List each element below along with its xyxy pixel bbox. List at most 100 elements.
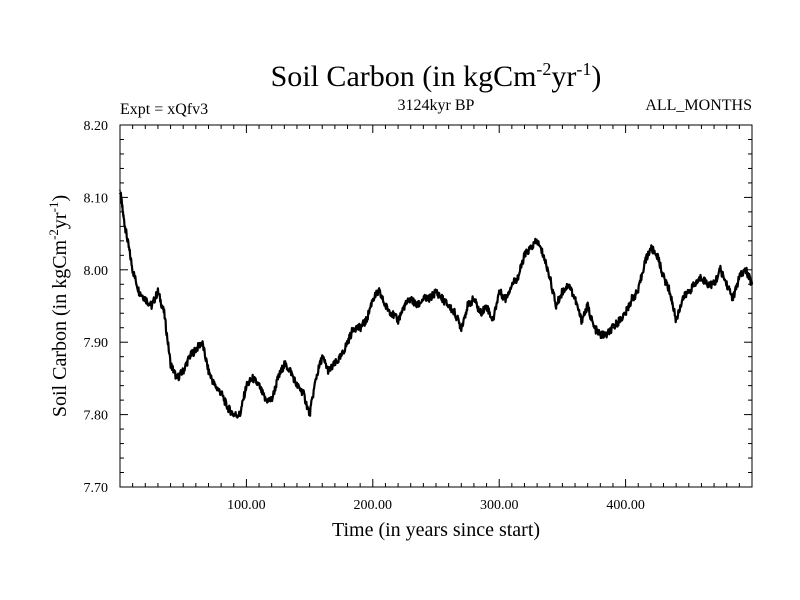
y-axis-label-sup2: -1 (46, 202, 61, 213)
data-point (688, 290, 690, 293)
chart-title-end: ) (591, 60, 601, 93)
data-point (201, 341, 203, 344)
data-point (618, 319, 621, 322)
data-point (561, 290, 564, 293)
data-point (409, 298, 412, 300)
x-tick-label: 400.00 (606, 498, 645, 513)
x-axis-label: Time (in years since start) (332, 519, 540, 541)
data-point (359, 326, 362, 329)
data-point (188, 355, 191, 358)
data-point (732, 298, 734, 300)
data-point (441, 298, 444, 300)
data-point (391, 312, 393, 315)
months-label: ALL_MONTHS (645, 97, 752, 114)
data-point (707, 283, 709, 286)
data-point (466, 305, 469, 307)
data-point (580, 319, 583, 322)
data-point (416, 305, 418, 307)
data-point (176, 377, 178, 380)
data-point (397, 319, 399, 322)
data-point (662, 276, 665, 278)
data-point (523, 254, 526, 257)
data-point (251, 377, 254, 380)
y-tick-label: 7.90 (84, 336, 109, 351)
x-tick-label: 100.00 (227, 498, 266, 513)
data-point (214, 384, 216, 387)
y-axis-label-text: Soil Carbon (in kgCm (49, 239, 71, 417)
data-point (656, 254, 658, 257)
data-point (321, 355, 324, 358)
data-point (220, 392, 222, 394)
data-point (403, 305, 406, 307)
plot-area: 100.00 200.00 300.00 400.00 7.70 7.80 7.90 8.0… (84, 119, 754, 513)
data-point (713, 283, 715, 286)
series-layer (118, 189, 754, 419)
data-point (327, 370, 330, 373)
soil-carbon-series-line (118, 191, 754, 419)
chart-title: Soil Carbon (in kgCm-2yr-1) (271, 59, 602, 93)
data-point (384, 305, 387, 307)
y-axis-ticks: 7.70 7.80 7.90 8.00 8.10 8.20 (84, 119, 752, 496)
data-point (138, 290, 140, 293)
y-axis-label-mid: yr (49, 212, 71, 229)
chart-title-mid: yr (551, 60, 576, 93)
data-point (315, 377, 317, 380)
data-point (144, 298, 147, 300)
data-point (302, 392, 305, 394)
y-tick-label: 8.10 (84, 191, 109, 206)
data-point (700, 276, 703, 278)
data-point (245, 384, 248, 387)
data-point (119, 189, 121, 191)
data-point (555, 305, 557, 307)
data-point (372, 298, 374, 300)
data-point (296, 384, 298, 387)
data-point (264, 399, 267, 401)
data-point (719, 269, 722, 271)
data-point (669, 290, 671, 293)
data-point (422, 298, 425, 300)
chart-title-sup2: -1 (576, 59, 591, 79)
data-point (226, 406, 229, 409)
data-point (738, 276, 741, 278)
y-axis-label: Soil Carbon (in kgCm-2yr-1) (46, 195, 71, 417)
x-tick-label: 200.00 (354, 498, 393, 513)
data-point (637, 290, 639, 293)
data-point (473, 298, 475, 300)
data-point (631, 298, 633, 300)
data-point (365, 319, 368, 322)
data-point (599, 334, 602, 336)
data-point (258, 384, 260, 387)
data-point (460, 326, 463, 329)
data-point (751, 283, 753, 286)
y-axis-label-sup1: -2 (46, 229, 61, 240)
chart-title-text: Soil Carbon (in kgCm (271, 60, 537, 93)
data-point (126, 240, 129, 242)
y-tick-label: 8.20 (84, 119, 109, 134)
y-axis-label-end: ) (49, 195, 71, 202)
data-point (308, 413, 311, 416)
data-point (123, 218, 125, 220)
data-point (498, 290, 501, 293)
data-point (694, 283, 696, 286)
data-point (346, 341, 349, 344)
time-period-label: 3124kyr BP (398, 97, 475, 114)
data-point (643, 261, 646, 264)
data-point (542, 254, 545, 257)
data-point (675, 319, 677, 322)
data-point (744, 269, 747, 271)
data-point (289, 370, 292, 373)
plot-frame (119, 124, 753, 488)
data-point (725, 283, 728, 286)
data-point (334, 363, 336, 365)
data-point (277, 377, 279, 380)
data-point (182, 370, 184, 373)
data-point (567, 283, 570, 286)
data-point (150, 305, 153, 307)
data-point (195, 348, 197, 351)
data-point (530, 247, 532, 249)
data-point (479, 312, 482, 315)
data-point (163, 312, 165, 315)
data-point (131, 269, 134, 271)
data-point (504, 298, 507, 300)
